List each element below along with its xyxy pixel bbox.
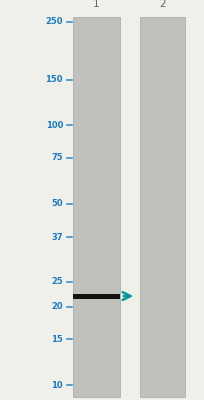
Text: 15: 15	[51, 335, 63, 344]
Text: 50: 50	[51, 199, 63, 208]
Text: 250: 250	[45, 18, 63, 26]
Text: 37: 37	[51, 233, 63, 242]
Text: 1: 1	[93, 0, 99, 9]
Text: 75: 75	[51, 153, 63, 162]
Text: 2: 2	[159, 0, 165, 9]
Text: 100: 100	[45, 121, 63, 130]
Bar	[73, 294, 119, 298]
Text: 150: 150	[45, 75, 63, 84]
Text: 10: 10	[51, 380, 63, 390]
Text: 25: 25	[51, 277, 63, 286]
Text: 20: 20	[51, 302, 63, 311]
Bar	[139, 17, 184, 397]
Bar	[73, 17, 119, 397]
